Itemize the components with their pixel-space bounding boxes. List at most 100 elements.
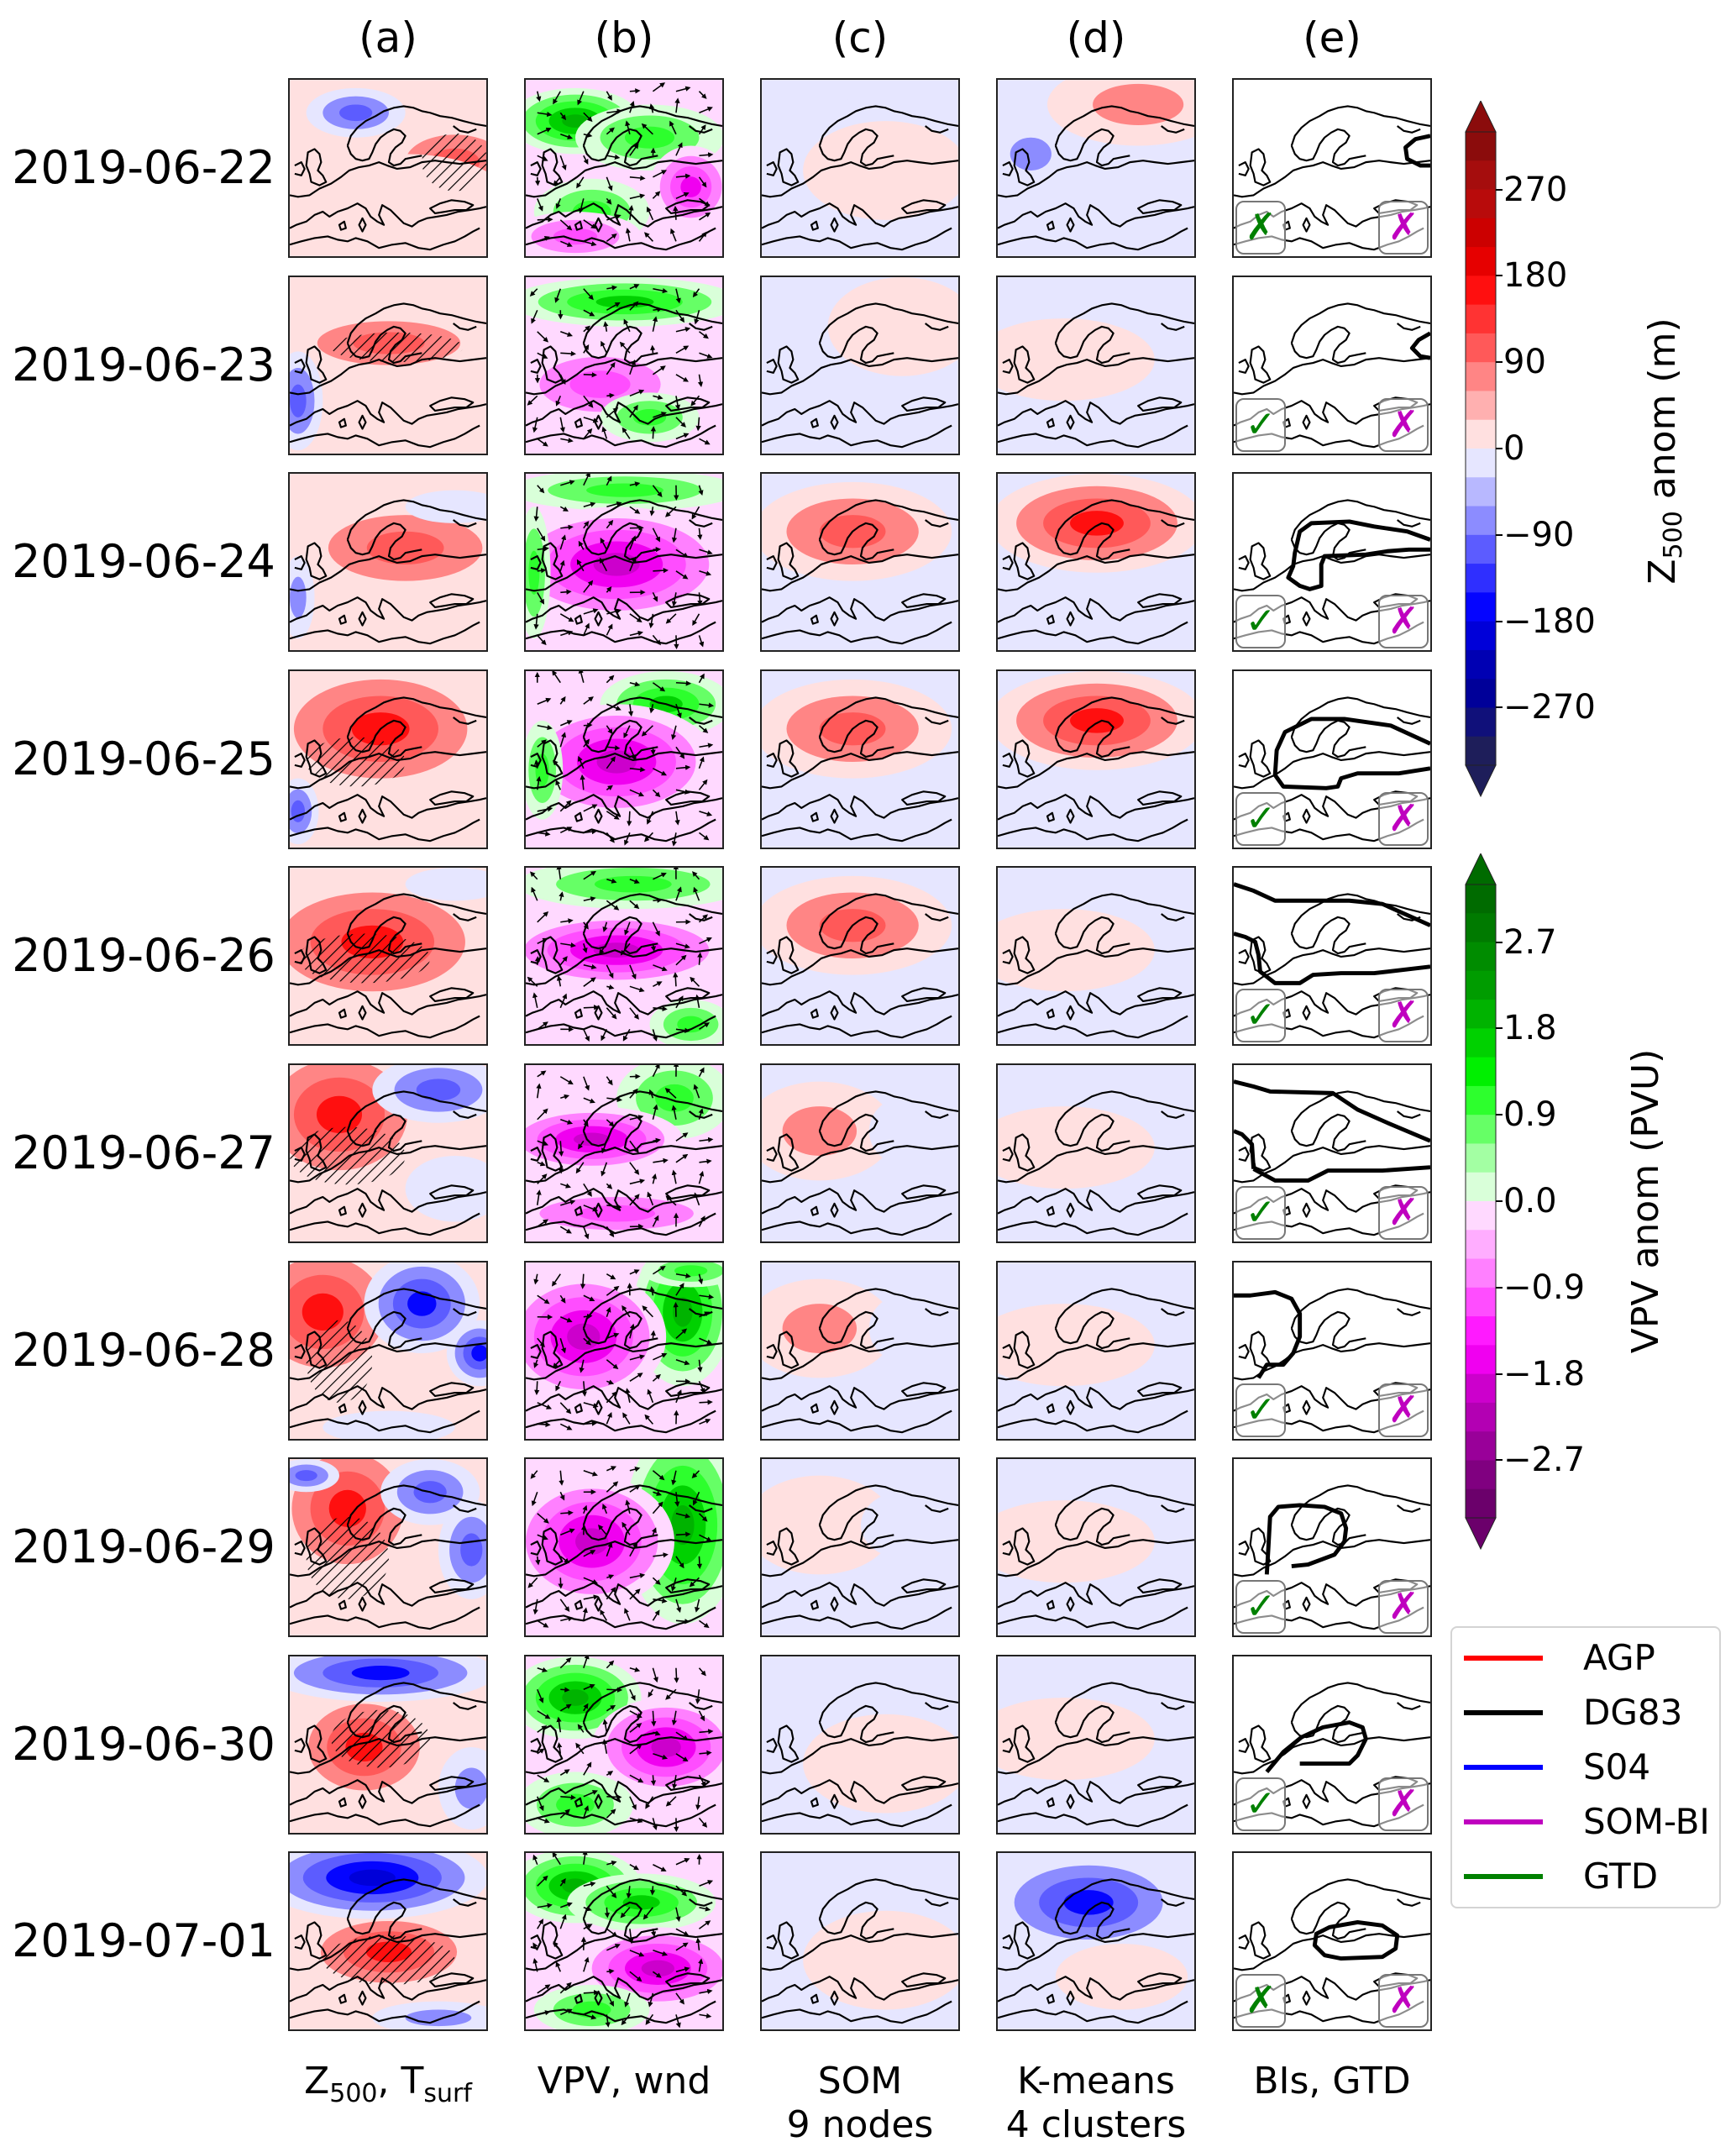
- anomaly-contour: [642, 1961, 674, 1977]
- gtd-cross-icon: ✗: [1235, 201, 1286, 255]
- colorbar-tick-label: −2.7: [1503, 1443, 1585, 1477]
- map-d: [998, 277, 1194, 454]
- map-d: [998, 1262, 1194, 1439]
- anomaly-contour: [290, 385, 307, 417]
- wind-arrow: [560, 1513, 570, 1514]
- map-panel-b: [524, 1261, 724, 1441]
- anomaly-contour: [367, 532, 444, 564]
- colorbar-segment: [1466, 679, 1496, 708]
- colorbar-tick-label: −0.9: [1503, 1271, 1585, 1304]
- colorbar-tick-label: −180: [1503, 605, 1596, 638]
- map-b: [526, 474, 722, 650]
- colorbar-segment: [1466, 737, 1496, 766]
- colorbar-extend-min: [1466, 1518, 1496, 1549]
- colorbar-segment: [1466, 1143, 1496, 1173]
- row-date-label: 2019-06-23: [5, 340, 282, 391]
- wind-arrow: [560, 353, 574, 354]
- colorbar-tick-mark: [1496, 189, 1503, 191]
- map-b: [526, 1065, 722, 1241]
- wind-arrow: [676, 1534, 688, 1535]
- wind-arrow: [606, 1971, 611, 1972]
- gtd-check-icon: ✓: [1235, 595, 1286, 648]
- footer-a-z: Z: [304, 2060, 329, 2102]
- map-a: [290, 474, 486, 650]
- map-d: [998, 671, 1194, 848]
- anomaly-contour: [869, 1098, 936, 1164]
- legend-line-swatch: [1464, 1656, 1543, 1661]
- colorbar-segment: [1466, 913, 1496, 942]
- legend-label: DG83: [1583, 1688, 1682, 1738]
- anomaly-contour: [1070, 708, 1124, 732]
- map-panel-a: [288, 472, 488, 652]
- legend-label: SOM-BI: [1583, 1797, 1710, 1847]
- colorbar-segment: [1466, 650, 1496, 680]
- wind-arrow: [583, 1274, 584, 1287]
- wind-arrow: [675, 974, 676, 986]
- colorbar-vpv-title: VPV anom (PVU): [1623, 1016, 1669, 1386]
- colorbar-segment: [1466, 1058, 1496, 1087]
- map-panel-c: [760, 78, 960, 258]
- colorbar-segment: [1466, 160, 1496, 190]
- colorbar-segment: [1466, 333, 1496, 363]
- column-header-d: (d): [996, 8, 1196, 67]
- sombi-cross-icon: ✗: [1378, 1580, 1429, 1634]
- colorbar-segment: [1466, 1000, 1496, 1029]
- map-panel-d: [996, 669, 1196, 849]
- sombi-cross-icon: ✗: [1378, 398, 1429, 452]
- colorbar-tick-mark: [1496, 706, 1503, 708]
- map-panel-e: ✓✗: [1232, 472, 1432, 652]
- wind-arrow: [584, 1007, 596, 1008]
- map-panel-b: [524, 669, 724, 849]
- colorbar-extend-max: [1466, 101, 1496, 132]
- map-panel-b: [524, 1851, 724, 2031]
- colorbar-segment: [1466, 1115, 1496, 1144]
- row-date-label: 2019-07-01: [5, 1916, 282, 1966]
- legend-label: AGP: [1583, 1633, 1655, 1683]
- gtd-cross-icon: ✗: [1235, 1974, 1286, 2028]
- colorbar-segment: [1466, 942, 1496, 972]
- map-panel-a: [288, 669, 488, 849]
- anomaly-contour: [1093, 84, 1183, 125]
- map-c: [762, 80, 958, 256]
- colorbar-tick-mark: [1496, 361, 1503, 363]
- legend-line-swatch: [1464, 1874, 1543, 1879]
- colorbar-segment: [1466, 1086, 1496, 1115]
- colorbar-tick-mark: [1496, 1027, 1503, 1029]
- colorbar-segment: [1466, 362, 1496, 391]
- colorbar-extend-max: [1466, 853, 1496, 885]
- colorbar-segment: [1466, 1460, 1496, 1489]
- wind-arrow: [653, 570, 665, 571]
- colorbar-segment: [1466, 1374, 1496, 1404]
- colorbar-tick-mark: [1496, 1114, 1503, 1115]
- wind-arrow: [584, 1992, 596, 1993]
- footer-c-line1: SOM: [734, 2060, 986, 2103]
- anomaly-contour: [296, 1470, 317, 1481]
- column-header-c: (c): [760, 8, 960, 67]
- map-a: [290, 1853, 486, 2029]
- colorbar-segment: [1466, 132, 1496, 161]
- map-d: [998, 1656, 1194, 1833]
- map-panel-e: ✓✗: [1232, 1063, 1432, 1243]
- anomaly-contour: [680, 176, 701, 197]
- wind-arrow: [676, 635, 677, 647]
- map-d: [998, 1065, 1194, 1241]
- map-panel-c: [760, 1063, 960, 1243]
- map-panel-e: ✗✗: [1232, 1851, 1432, 2031]
- column-header-e: (e): [1232, 8, 1432, 67]
- colorbar-segment: [1466, 592, 1496, 622]
- map-c: [762, 868, 958, 1044]
- sombi-cross-icon: ✗: [1378, 1777, 1429, 1831]
- colorbar-segment: [1466, 1489, 1496, 1519]
- anomaly-contour: [352, 1666, 410, 1680]
- map-b: [526, 1459, 722, 1635]
- gtd-check-icon: ✓: [1235, 1580, 1286, 1634]
- gtd-check-icon: ✓: [1235, 1383, 1286, 1437]
- colorbar-z500-title: Z500 anom (m): [1640, 275, 1686, 627]
- colorbar-segment: [1466, 564, 1496, 593]
- anomaly-contour: [869, 1295, 936, 1362]
- map-panel-b: [524, 78, 724, 258]
- footer-d-line2: 4 clusters: [970, 2103, 1222, 2147]
- row-date-label: 2019-06-30: [5, 1719, 282, 1770]
- map-d: [998, 474, 1194, 650]
- map-a: [290, 671, 486, 848]
